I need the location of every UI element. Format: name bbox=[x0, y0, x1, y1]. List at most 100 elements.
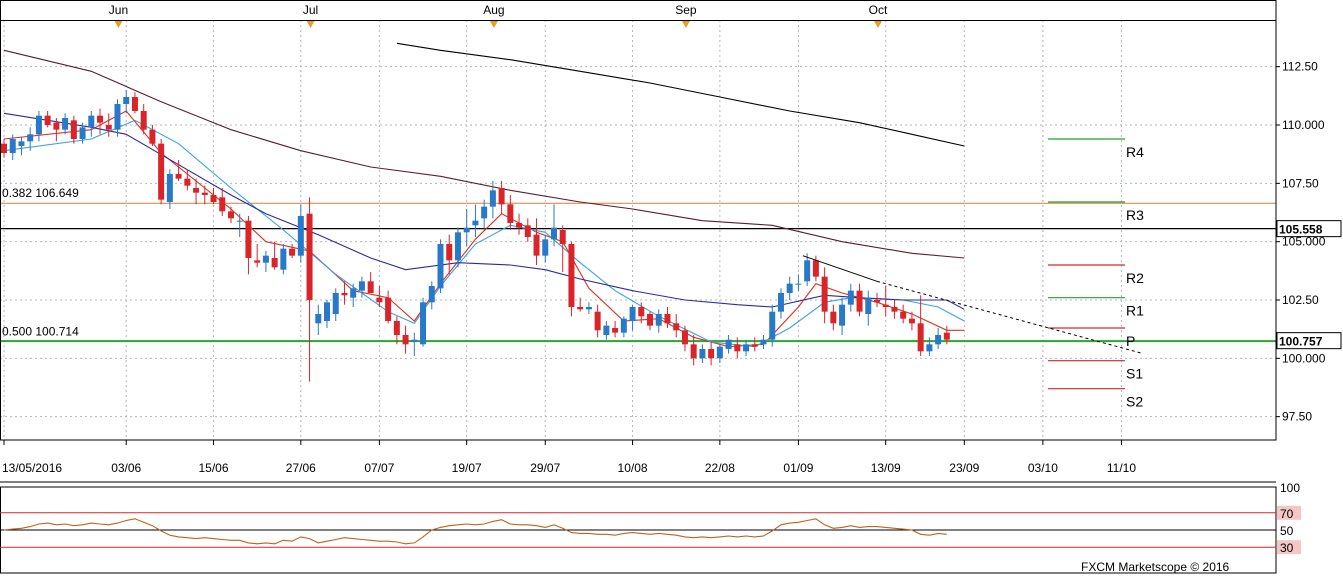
candle-body bbox=[306, 213, 313, 300]
candle bbox=[524, 218, 531, 242]
moving-averages bbox=[3, 42, 965, 348]
candle bbox=[795, 274, 802, 291]
candle bbox=[821, 267, 828, 324]
candle-body bbox=[891, 307, 898, 312]
candle bbox=[27, 127, 34, 151]
candle-body bbox=[489, 190, 496, 207]
x-tick-label: 15/06 bbox=[199, 461, 229, 475]
candle bbox=[210, 188, 217, 205]
candle-body bbox=[446, 244, 453, 261]
candle-body bbox=[516, 223, 523, 228]
x-tick-label: 11/10 bbox=[1107, 461, 1136, 475]
y-tick-label: 100.000 bbox=[1282, 351, 1326, 365]
candle-body bbox=[550, 227, 557, 240]
candle-body bbox=[376, 297, 383, 303]
candle-body bbox=[629, 307, 636, 321]
candle bbox=[839, 297, 846, 335]
candle-body bbox=[856, 290, 863, 312]
candle bbox=[114, 99, 121, 137]
candle bbox=[516, 213, 523, 235]
horizontal-levels bbox=[0, 228, 1276, 342]
candle-body bbox=[542, 239, 549, 256]
candle-body bbox=[690, 344, 697, 359]
candle bbox=[777, 288, 784, 319]
candle bbox=[620, 316, 627, 338]
candle-body bbox=[123, 97, 130, 104]
candle-body bbox=[271, 258, 278, 268]
rsi-tick-label: 100 bbox=[1280, 481, 1300, 495]
candle-body bbox=[725, 339, 732, 349]
candle bbox=[638, 302, 645, 324]
candle bbox=[402, 325, 409, 354]
trendline bbox=[802, 255, 878, 282]
candle-body bbox=[358, 281, 365, 291]
candle bbox=[131, 92, 138, 114]
candle bbox=[385, 290, 392, 324]
candle bbox=[289, 244, 296, 258]
candle bbox=[18, 136, 25, 156]
rsi-tick-box bbox=[1277, 540, 1301, 555]
candle-body bbox=[847, 290, 854, 305]
x-tick-label: 22/08 bbox=[705, 461, 735, 475]
candle-body bbox=[402, 335, 409, 345]
candle bbox=[760, 335, 767, 349]
rsi-tick-box bbox=[1277, 505, 1301, 520]
candle-body bbox=[585, 307, 592, 310]
candle bbox=[358, 276, 365, 298]
x-tick-label: 13/05/2016 bbox=[2, 461, 62, 475]
moving-average-line bbox=[3, 49, 965, 259]
candle bbox=[9, 134, 16, 160]
moving-average-line bbox=[396, 42, 965, 147]
candle bbox=[507, 195, 514, 230]
candle bbox=[236, 213, 243, 237]
candle bbox=[865, 290, 872, 326]
price-tag-box bbox=[1276, 332, 1342, 350]
candle-body bbox=[812, 260, 819, 277]
candle bbox=[708, 342, 715, 366]
candle-body bbox=[227, 211, 234, 219]
candle-body bbox=[18, 141, 25, 146]
candle bbox=[428, 281, 435, 310]
candle-body bbox=[524, 225, 531, 237]
x-tick-label: 29/07 bbox=[530, 461, 560, 475]
candle bbox=[149, 125, 156, 146]
candle-body bbox=[44, 115, 51, 125]
month-marker bbox=[306, 21, 315, 28]
candle bbox=[550, 204, 557, 247]
pivot-label: R2 bbox=[1126, 270, 1144, 286]
y-tick-label: 102.50 bbox=[1282, 293, 1319, 307]
candle-body bbox=[463, 227, 470, 233]
candle bbox=[900, 304, 907, 324]
fib-label: 0.382 106.649 bbox=[2, 186, 79, 200]
candle-body bbox=[926, 344, 933, 352]
candle-body bbox=[193, 188, 200, 193]
candle bbox=[481, 199, 488, 230]
candle-body bbox=[385, 297, 392, 321]
candle-body bbox=[219, 197, 226, 212]
candle-body bbox=[900, 311, 907, 319]
candle bbox=[411, 332, 418, 356]
candle-body bbox=[289, 248, 296, 256]
candle-body bbox=[647, 314, 654, 326]
candle bbox=[908, 311, 915, 331]
candle bbox=[227, 206, 234, 223]
candle bbox=[533, 218, 540, 265]
candle bbox=[332, 288, 339, 321]
candle bbox=[664, 307, 671, 328]
candle bbox=[743, 339, 750, 356]
candle bbox=[420, 297, 427, 347]
candle-body bbox=[1, 143, 7, 153]
candle-body bbox=[27, 134, 34, 142]
candle bbox=[454, 227, 461, 268]
candle bbox=[53, 118, 60, 142]
candle-body bbox=[568, 244, 575, 307]
candle bbox=[70, 115, 77, 144]
x-tick-label: 03/10 bbox=[1028, 461, 1058, 475]
pivot-label: R1 bbox=[1126, 303, 1144, 319]
y-tick-label: 107.50 bbox=[1282, 176, 1319, 190]
candle-body bbox=[62, 118, 69, 130]
candle-body bbox=[917, 323, 924, 352]
candle-body bbox=[280, 248, 287, 270]
